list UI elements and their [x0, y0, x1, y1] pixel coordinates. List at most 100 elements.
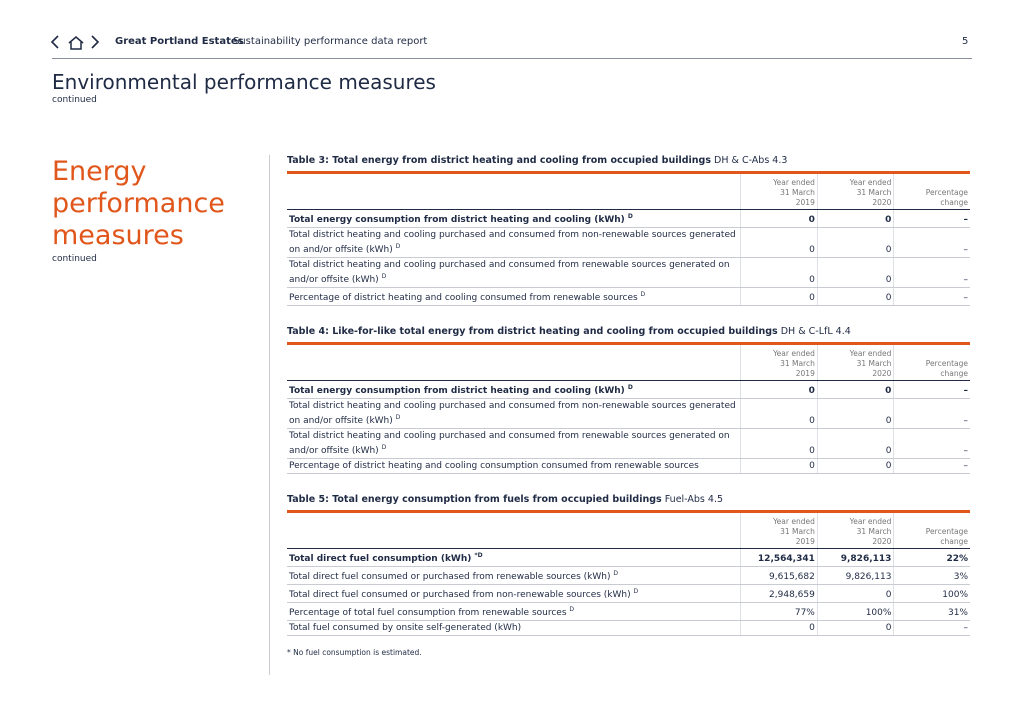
- value-cell: 0: [740, 428, 818, 459]
- table-row: Total energy consumption from district h…: [287, 209, 970, 228]
- row-label-cell: Total direct fuel consumption (kWh) *D: [287, 548, 741, 567]
- table-row: Percentage of district heating and cooli…: [287, 287, 970, 306]
- rule: [52, 58, 972, 59]
- row-label: Total direct fuel consumption (kWh): [289, 554, 472, 564]
- table-row: Total fuel consumed by onsite self-gener…: [287, 620, 970, 636]
- row-label: Percentage of district heating and cooli…: [289, 461, 699, 471]
- data-table: Year ended 31 March 2019 Year ended 31 Ma…: [287, 342, 970, 474]
- table-row: Total district heating and cooling purch…: [287, 227, 970, 258]
- row-marker: D: [633, 588, 639, 595]
- value-cell: –: [893, 209, 970, 228]
- row-marker: D: [627, 384, 633, 391]
- table-code: DH & C-Abs 4.3: [714, 155, 788, 166]
- value-cell: 0: [816, 458, 894, 474]
- value-cell: 0: [740, 227, 818, 258]
- row-label-cell: Total district heating and cooling purch…: [287, 227, 741, 258]
- table-title: Table 4: Like-for-like total energy from…: [287, 326, 970, 337]
- back-button[interactable]: [50, 35, 59, 49]
- value-cell: 0: [740, 620, 818, 636]
- row-label: Total fuel consumed by onsite self-gener…: [289, 623, 522, 633]
- value-cell: 31%: [893, 602, 970, 621]
- section-subtitle: continued: [52, 254, 97, 264]
- value-cell: 0: [740, 458, 818, 474]
- row-label-cell: Percentage of total fuel consumption fro…: [287, 602, 741, 621]
- value-cell: 9,826,113: [816, 566, 894, 585]
- value-cell: –: [893, 398, 970, 429]
- column-header: Percentage change: [893, 172, 970, 210]
- home-button[interactable]: [68, 36, 84, 50]
- row-label: Total energy consumption from district h…: [289, 386, 625, 396]
- value-cell: 77%: [740, 602, 818, 621]
- table-body: Total energy consumption from district h…: [287, 380, 970, 474]
- tables: Table 3: Total energy from district heat…: [287, 155, 970, 657]
- row-label: Percentage of total fuel consumption fro…: [289, 608, 567, 618]
- column-header: Percentage change: [893, 511, 970, 549]
- value-cell: 100%: [893, 584, 970, 603]
- table-head: Year ended 31 March 2019 Year ended 31 Ma…: [287, 172, 970, 210]
- brand: Great Portland Estates: [115, 36, 244, 47]
- value-cell: 12,564,341: [740, 548, 818, 567]
- row-marker: D: [569, 606, 575, 613]
- row-label: Total district heating and cooling purch…: [289, 230, 736, 255]
- column-header: Year ended 31 March 2020: [816, 511, 894, 549]
- data-table: Year ended 31 March 2019 Year ended 31 Ma…: [287, 510, 970, 636]
- column-header: Year ended 31 March 2020: [816, 343, 894, 381]
- header-cell: [287, 343, 741, 381]
- table-code: DH & C-LfL 4.4: [780, 326, 851, 337]
- row-label: Total district heating and cooling purch…: [289, 401, 736, 426]
- table-row: Total energy consumption from district h…: [287, 380, 970, 399]
- row-label-cell: Total district heating and cooling purch…: [287, 398, 741, 429]
- row-marker: D: [395, 414, 401, 421]
- value-cell: 0: [816, 620, 894, 636]
- row-label: Percentage of district heating and cooli…: [289, 293, 638, 303]
- table-title: Table 5: Total energy consumption from f…: [287, 494, 970, 505]
- row-label: Total district heating and cooling purch…: [289, 431, 730, 456]
- table-row: Total district heating and cooling purch…: [287, 428, 970, 459]
- value-cell: –: [893, 428, 970, 459]
- section-title: Energy performance measures: [52, 156, 225, 251]
- value-cell: –: [893, 458, 970, 474]
- table-head: Year ended 31 March 2019 Year ended 31 Ma…: [287, 343, 970, 381]
- value-cell: –: [893, 227, 970, 258]
- table-row: Total district heating and cooling purch…: [287, 257, 970, 288]
- column-header: Year ended 31 March 2020: [816, 172, 894, 210]
- table-row: Total district heating and cooling purch…: [287, 398, 970, 429]
- divider: [269, 155, 270, 675]
- row-label-cell: Total direct fuel consumed or purchased …: [287, 584, 741, 603]
- value-cell: 0: [816, 209, 894, 228]
- value-cell: –: [893, 380, 970, 399]
- table-row: Total direct fuel consumption (kWh) *D 12…: [287, 548, 970, 567]
- table-head: Year ended 31 March 2019 Year ended 31 Ma…: [287, 511, 970, 549]
- table-title-main: Table 5: Total energy consumption from f…: [287, 494, 662, 505]
- forward-button[interactable]: [91, 35, 100, 49]
- table-body: Total direct fuel consumption (kWh) *D 12…: [287, 548, 970, 636]
- table-body: Total energy consumption from district h…: [287, 209, 970, 306]
- row-marker: D: [381, 444, 387, 451]
- value-cell: 0: [816, 287, 894, 306]
- row-marker: D: [627, 213, 633, 220]
- column-header: Year ended 31 March 2019: [740, 343, 818, 381]
- page-number: 5: [962, 36, 969, 47]
- value-cell: 100%: [816, 602, 894, 621]
- data-table: Year ended 31 March 2019 Year ended 31 Ma…: [287, 171, 970, 306]
- table-row: Percentage of district heating and cooli…: [287, 458, 970, 474]
- header-row: Year ended 31 March 2019 Year ended 31 Ma…: [287, 511, 970, 549]
- header-row: Year ended 31 March 2019 Year ended 31 Ma…: [287, 172, 970, 210]
- value-cell: 9,826,113: [816, 548, 894, 567]
- row-label-cell: Total district heating and cooling purch…: [287, 257, 741, 288]
- table-title-main: Table 3: Total energy from district heat…: [287, 155, 712, 166]
- nav-icons[interactable]: [50, 33, 110, 53]
- value-cell: 0: [816, 380, 894, 399]
- header-cell: [287, 511, 741, 549]
- table-code: Fuel-Abs 4.5: [664, 494, 724, 505]
- row-label-cell: Total direct fuel consumed or purchased …: [287, 566, 741, 585]
- value-cell: 0: [816, 398, 894, 429]
- page-title: Environmental performance measures: [52, 70, 436, 94]
- table-row: Total direct fuel consumed or purchased …: [287, 584, 970, 603]
- column-header: Year ended 31 March 2019: [740, 511, 818, 549]
- row-label: Total energy consumption from district h…: [289, 215, 625, 225]
- row-label: Total district heating and cooling purch…: [289, 260, 730, 285]
- value-cell: 0: [740, 287, 818, 306]
- value-cell: –: [893, 620, 970, 636]
- row-label-cell: Total energy consumption from district h…: [287, 209, 741, 228]
